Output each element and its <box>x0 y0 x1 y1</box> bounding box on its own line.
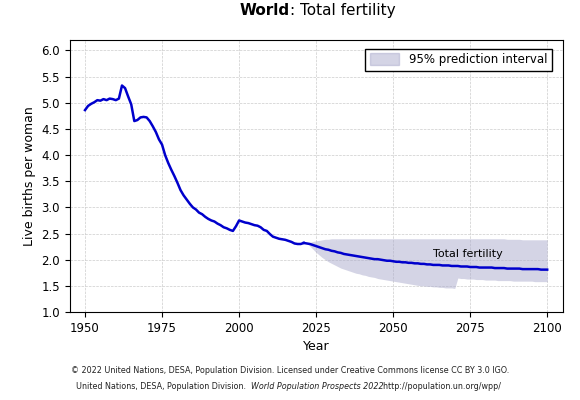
Text: . http://population.un.org/wpp/: . http://population.un.org/wpp/ <box>378 382 501 391</box>
Text: United Nations, DESA, Population Division.: United Nations, DESA, Population Divisio… <box>76 382 249 391</box>
Text: World Population Prospects 2022: World Population Prospects 2022 <box>251 382 384 391</box>
Text: : Total fertility: : Total fertility <box>290 3 396 18</box>
Text: Total fertility: Total fertility <box>433 250 503 260</box>
Legend: 95% prediction interval: 95% prediction interval <box>365 49 552 71</box>
Text: World: World <box>240 3 290 18</box>
X-axis label: Year: Year <box>303 340 329 353</box>
Text: © 2022 United Nations, DESA, Population Division. Licensed under Creative Common: © 2022 United Nations, DESA, Population … <box>71 366 509 375</box>
Y-axis label: Live births per woman: Live births per woman <box>23 106 36 246</box>
